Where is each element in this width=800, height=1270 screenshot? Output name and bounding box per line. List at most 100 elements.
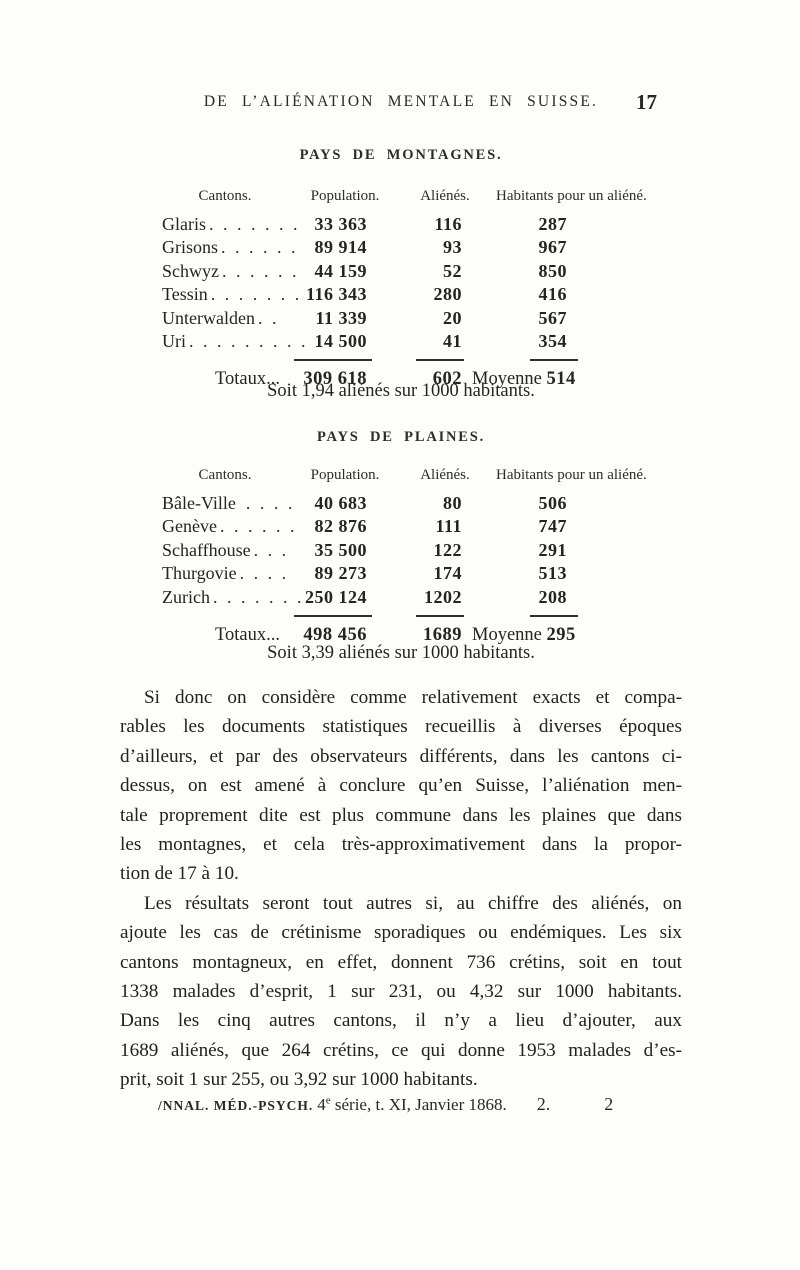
alienes-cell: 116	[434, 214, 462, 234]
paragraph-1: Si donc on considère comme relativement …	[120, 683, 682, 889]
canton-cell: Zurich. . . . . . .	[162, 586, 304, 607]
alienes-cell: 93	[443, 237, 462, 258]
section-title-plaines: PAYS DE PLAINES.	[316, 429, 486, 445]
canton-cell: Bâle-Ville . . . .	[162, 493, 295, 513]
text-line: ajoute les cas de crétinisme sporadiques…	[120, 922, 682, 944]
alienes-cell: 52	[443, 260, 462, 281]
canton-cell: Tessin. . . . . . .	[162, 284, 302, 305]
leader-dots: . . . .	[238, 493, 295, 513]
canton-cell: Glaris. . . . . . .	[162, 214, 300, 234]
leader-dots: . .	[257, 307, 279, 328]
totals-label: Totaux...	[215, 369, 280, 390]
text-line: 1338 malades d’esprit, 1 sur 231, ou 4,3…	[120, 981, 682, 1003]
issue-number: 2.	[536, 1094, 551, 1114]
table-row: Thurgovie. . . . 89 273 174 513	[160, 562, 660, 585]
population-cell: 14 500	[314, 331, 367, 352]
alienes-cell: 111	[435, 516, 462, 537]
running-title: DE L’ALIÉNATION MENTALE EN SUISSE.	[203, 93, 599, 110]
canton-cell: Schwyz. . . . . .	[162, 260, 299, 281]
text-line: cantons montagneux, en effet, donnent 73…	[120, 951, 682, 973]
table-row: Bâle-Ville . . . . 40 683 80 506	[160, 492, 660, 515]
table-row: Genève. . . . . . 82 876 111 747	[160, 515, 660, 538]
population-cell: 44 159	[314, 260, 367, 281]
population-cell: 40 683	[314, 493, 367, 513]
canton-cell: Grisons. . . . . .	[162, 237, 299, 258]
paragraph-2: Les résultats seront tout autres si, au …	[120, 889, 682, 1095]
rule-habitants	[530, 359, 578, 362]
totals-moyenne: Moyenne 295	[472, 625, 576, 646]
column-header-cantons: Cantons.	[198, 188, 252, 204]
leader-dots: . . . . . .	[221, 237, 299, 258]
leader-dots: . . . . . . .	[209, 214, 300, 234]
table-header-row: Cantons. Population. Aliénés. Habitants …	[160, 186, 660, 206]
habitants-cell: 513	[538, 563, 567, 584]
signature-number: 2	[604, 1094, 614, 1114]
population-cell: 89 273	[314, 563, 367, 584]
alienes-cell: 122	[433, 539, 462, 560]
column-header-habitants: Habitants pour un aliéné.	[496, 188, 647, 204]
totals-rules	[160, 615, 660, 621]
totals-rules	[160, 359, 660, 365]
rule-alienes	[416, 359, 464, 362]
column-header-population: Population.	[310, 467, 380, 483]
population-cell: 33 363	[314, 214, 367, 234]
running-head: DE L’ALIÉNATION MENTALE EN SUISSE.	[120, 93, 682, 111]
population-cell: 89 914	[314, 237, 367, 258]
text-line: dessus, on est amené à conclure qu’en Su…	[120, 775, 682, 797]
alienes-cell: 80	[443, 493, 462, 513]
alienes-cell: 20	[443, 307, 462, 328]
text-line: tion de 17 à 10.	[120, 863, 239, 885]
text-line: rables les documents statistiques recuei…	[120, 716, 682, 738]
table-row: Zurich. . . . . . . 250 124 1202 208	[160, 586, 660, 609]
canton-cell: Unterwalden. .	[162, 307, 279, 328]
leader-dots: . . .	[253, 539, 289, 560]
table-montagnes: Cantons. Population. Aliénés. Habitants …	[160, 186, 660, 390]
totals-alienes: 1689	[423, 625, 462, 646]
text-line: Les résultats seront tout autres si, au …	[144, 892, 682, 914]
table-row: Schaffhouse. . . 35 500 122 291	[160, 539, 660, 562]
text-line: tale proprement dite est plus commune da…	[120, 804, 682, 826]
alienes-cell: 41	[443, 331, 462, 352]
habitants-cell: 291	[538, 539, 567, 560]
table-row: Schwyz. . . . . . 44 159 52 850	[160, 260, 660, 283]
table-row: Uri. . . . . . . . . 14 500 41 354	[160, 330, 660, 353]
habitants-cell: 967	[538, 237, 567, 258]
table-row: Grisons. . . . . . 89 914 93 967	[160, 236, 660, 259]
table-row: Unterwalden. . 11 339 20 567	[160, 307, 660, 330]
table-row: Tessin. . . . . . . 116 343 280 416	[160, 283, 660, 306]
habitants-cell: 354	[538, 331, 567, 352]
leader-dots: . . . . . . .	[210, 284, 302, 305]
population-cell: 11 339	[315, 307, 367, 328]
alienes-cell: 1202	[424, 586, 462, 607]
column-header-alienes: Aliénés.	[420, 188, 470, 204]
habitants-cell: 208	[538, 586, 567, 607]
section-title-montagnes: PAYS DE MONTAGNES.	[299, 147, 503, 163]
table-plaines: Cantons. Population. Aliénés. Habitants …	[160, 465, 660, 646]
ratio-note-montagnes: Soit 1,94 aliénés sur 1000 habitants.	[267, 381, 535, 401]
rule-alienes	[416, 615, 464, 618]
canton-cell: Uri. . . . . . . . .	[162, 331, 308, 352]
text-line: Si donc on considère comme relativement …	[144, 687, 682, 708]
leader-dots: . . . . . . . . .	[189, 331, 308, 352]
totals-label: Totaux...	[215, 625, 280, 646]
series-info: 4e série, t. XI, Janvier 1868.	[317, 1094, 507, 1114]
canton-cell: Thurgovie. . . .	[162, 563, 289, 584]
table-row: Glaris. . . . . . . 33 363 116 287	[160, 213, 660, 236]
totals-row: Totaux... 498 456 1689 Moyenne 295	[160, 625, 660, 646]
totals-row: Totaux... 309 618 602 Moyenne 514	[160, 369, 660, 390]
population-cell: 250 124	[305, 586, 367, 607]
rule-habitants	[530, 615, 578, 618]
habitants-cell: 850	[538, 260, 567, 281]
page-number: 17	[636, 90, 657, 114]
alienes-cell: 174	[433, 563, 462, 584]
population-cell: 116 343	[305, 284, 367, 305]
column-header-habitants: Habitants pour un aliéné.	[496, 467, 647, 483]
ratio-note-plaines: Soit 3,39 aliénés sur 1000 habitants.	[267, 643, 535, 663]
text-line: prit, soit 1 sur 255, ou 3,92 sur 1000 h…	[120, 1069, 478, 1091]
journal-title: /NNAL. MÉD.-PSYCH.	[158, 1098, 314, 1113]
habitants-cell: 287	[538, 214, 567, 234]
habitants-cell: 567	[538, 307, 567, 328]
totals-population: 309 618	[303, 369, 367, 390]
habitants-cell: 747	[538, 516, 567, 537]
rule-population	[294, 615, 372, 618]
